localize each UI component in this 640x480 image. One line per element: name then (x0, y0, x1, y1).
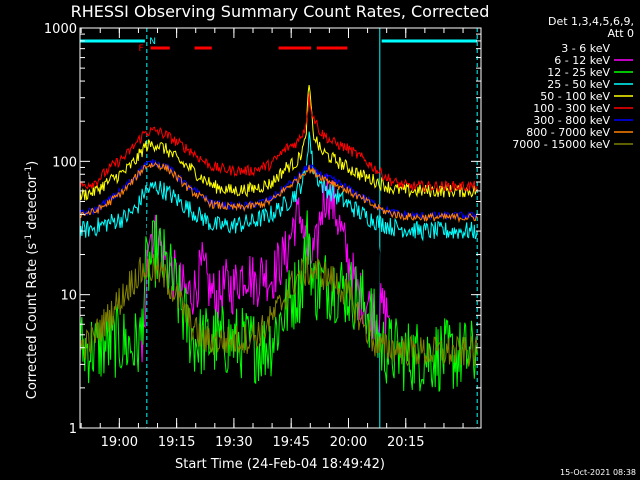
series-line-12-25-kev (80, 210, 478, 392)
series-line-6-12-kev (140, 174, 390, 363)
x-axis-label: Start Time (24-Feb-04 18:49:42) (175, 457, 385, 472)
series-line-25-50-kev (80, 131, 478, 242)
x-tick-label: 19:00 (101, 435, 138, 450)
x-tick-label: 20:00 (330, 435, 367, 450)
plot-frame (79, 27, 482, 429)
legend-label: 300 - 800 keV (533, 114, 610, 127)
legend-label: 50 - 100 keV (540, 90, 610, 103)
x-tick-label: 19:45 (272, 435, 309, 450)
flag-n-label: N (149, 37, 156, 47)
x-tick-label: 20:15 (387, 435, 424, 450)
legend-label: 12 - 25 keV (547, 66, 610, 79)
y-axis-label: Corrected Count Rate (s-1 detector-1) (24, 161, 40, 399)
legend-label: 3 - 6 keV (561, 42, 610, 55)
x-tick-label: 19:15 (158, 435, 195, 450)
legend-label: 800 - 7000 keV (526, 126, 610, 139)
axes: 1 10 100 1000 19:00 19:15 19:30 19:45 20:00 20:15 (44, 22, 482, 450)
y-tick-label: 100 (52, 155, 77, 170)
legend-label: 6 - 12 keV (554, 54, 610, 67)
y-tick-label: 10 (60, 289, 77, 304)
series-line-100-300-kev (80, 93, 478, 193)
legend-label: 25 - 50 keV (547, 78, 610, 91)
y-tick-label: 1000 (44, 22, 77, 37)
chart-title: RHESSI Observing Summary Count Rates, Co… (71, 2, 490, 21)
series-lines (80, 85, 478, 428)
legend-header: Att 0 (608, 27, 634, 40)
x-tick-label: 19:30 (215, 435, 252, 450)
series-line-50-100-kev (80, 85, 478, 201)
legend-header: Det 1,3,4,5,6,9, (548, 15, 634, 28)
legend-label: 100 - 300 keV (533, 102, 610, 115)
observing-flags: NF (80, 37, 478, 54)
flag-f-label: F (139, 44, 144, 54)
y-tick-label: 1 (69, 422, 77, 437)
generation-timestamp: 15-Oct-2021 08:38 (560, 468, 636, 477)
series-line-7000-15000-kev (80, 254, 478, 367)
legend-label: 7000 - 15000 keV (512, 138, 610, 151)
series-line-800-7000-kev (80, 161, 478, 224)
